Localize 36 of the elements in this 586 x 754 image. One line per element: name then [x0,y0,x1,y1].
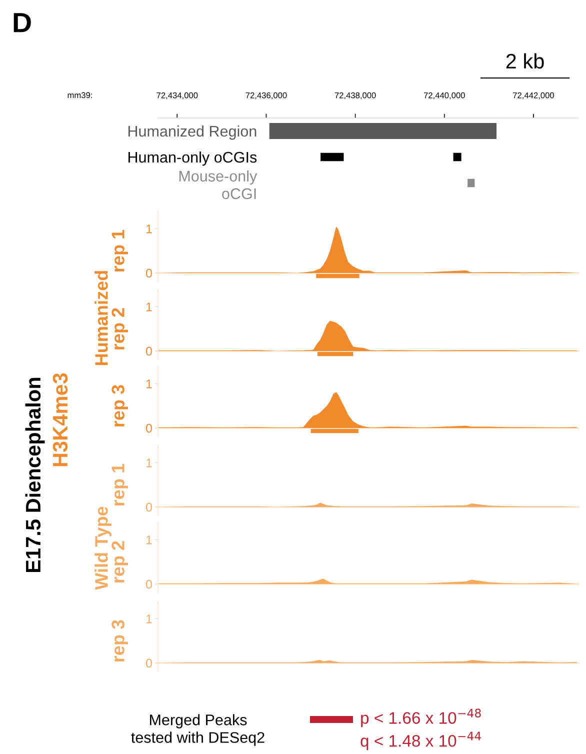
y-tick-label: 0 [146,658,152,668]
y-tick-label: Mouse-only oCGI [179,170,258,200]
x-tick-label: 72,438,000 [334,92,376,100]
y-axis-title: rep 3 [112,385,128,426]
y-axis-title: rep 1 [112,464,128,506]
y-tick-label: 0 [146,346,152,356]
x-tick-label: 72,436,000 [246,92,287,100]
chart-title: D [14,13,31,32]
y-tick-label: 1 [146,458,152,468]
text: H3K4me3 [52,373,68,466]
y-tick-label: Human-only oCGIs [128,151,257,166]
y-tick-label: 1 [146,536,152,544]
y-tick-label: 0 [146,502,152,512]
y-tick-label: 1 [146,614,152,624]
text: Wild Type [94,506,112,590]
x-tick-label: 72,440,000 [424,92,465,100]
y-tick-label: 0 [146,424,152,433]
text: Humanized [94,271,108,365]
text: p < 1.66 x 10$^{−48}$ [361,708,481,728]
y-axis-title: rep 2 [112,541,128,582]
text: E17.5 Diencephalon [25,378,45,572]
y-tick-label: Humanized Region [128,125,256,140]
y-axis-title: rep 2 [112,308,128,350]
x-tick-label: 72,442,000 [513,92,554,100]
text: q < 1.48 x 10$^{−44}$ [360,732,481,750]
y-tick-label: 0 [146,580,152,589]
y-axis-title: rep 3 [112,620,128,662]
x-tick-label: 72,434,000 [156,92,198,100]
text: 2 kb [506,53,544,69]
y-tick-label: 1 [146,224,152,234]
y-tick-label: 1 [146,302,152,312]
y-tick-label: 0 [146,268,152,278]
text: Merged Peaks tested with DESeq2 [131,714,264,746]
y-tick-label: 1 [146,380,152,388]
x-axis-title: mm39: [68,92,92,98]
y-axis-title: rep 1 [112,230,128,272]
